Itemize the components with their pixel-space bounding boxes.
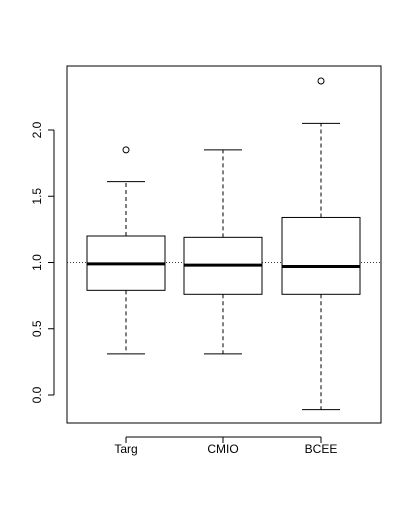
x-axis: Targ CMIO BCEE bbox=[114, 436, 338, 456]
x-tick-label: Targ bbox=[114, 442, 137, 456]
y-tick-label: 0.0 bbox=[30, 386, 44, 403]
outlier-point bbox=[122, 146, 130, 154]
x-tick-label: BCEE bbox=[305, 442, 338, 456]
y-tick-label: 0.5 bbox=[30, 320, 44, 337]
x-tick-label: CMIO bbox=[207, 442, 238, 456]
y-tick-label: 1.0 bbox=[30, 254, 44, 271]
boxes-group bbox=[86, 77, 361, 411]
plot-frame bbox=[66, 65, 382, 424]
y-axis: 0.0 0.5 1.0 1.5 2.0 bbox=[30, 121, 55, 403]
y-tick-label: 2.0 bbox=[30, 121, 44, 138]
box-targ bbox=[86, 146, 166, 355]
box-cmio bbox=[183, 149, 263, 355]
y-tick-label: 1.5 bbox=[30, 188, 44, 205]
outlier-point bbox=[317, 77, 325, 85]
box-body bbox=[281, 216, 361, 295]
box-bcee bbox=[281, 77, 361, 411]
